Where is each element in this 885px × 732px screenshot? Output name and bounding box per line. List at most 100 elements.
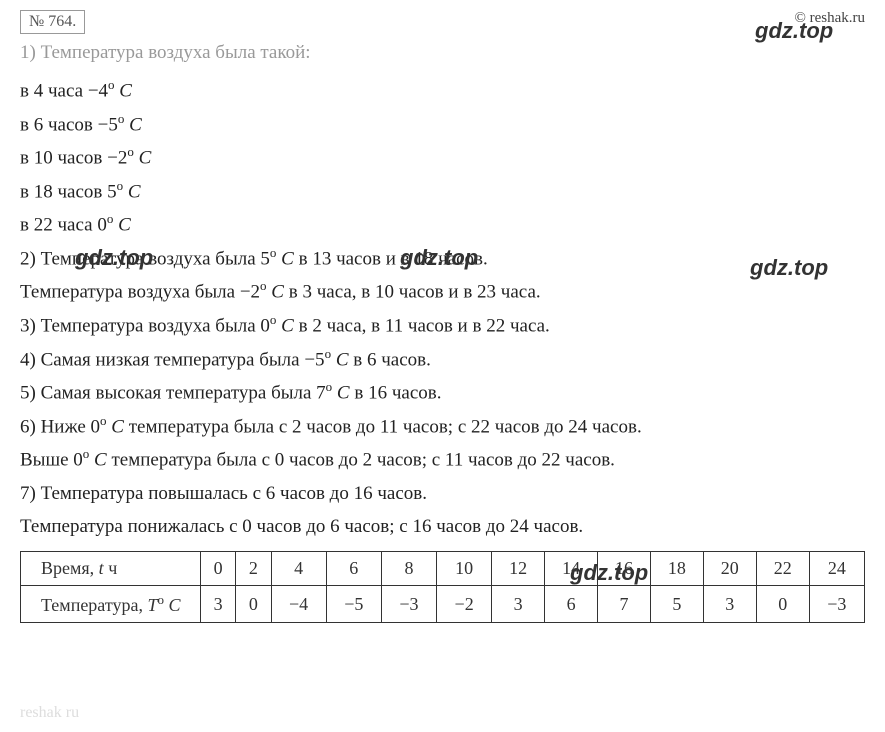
watermark: gdz.top <box>750 255 828 281</box>
table-cell: 24 <box>809 552 864 586</box>
table-row: Время, t ч 0 2 4 6 8 10 12 14 16 18 20 2… <box>21 552 865 586</box>
row-label: Температура, To C <box>21 586 201 623</box>
unit: C <box>337 383 350 404</box>
unit: C <box>281 315 294 336</box>
answer-tail: температура была с 0 часов до 2 часов; с… <box>107 450 615 471</box>
watermark: gdz.top <box>75 245 153 271</box>
degree-symbol: o <box>117 178 124 193</box>
answer-tail: в 16 часов. <box>350 383 442 404</box>
table-cell: 2 <box>236 552 271 586</box>
table-cell: 6 <box>545 586 598 623</box>
time-label: в 6 часов <box>20 114 93 135</box>
table-cell: 3 <box>492 586 545 623</box>
temp-value: 0 <box>97 215 107 236</box>
temp-line: в 10 часов −2o C <box>20 141 865 175</box>
table-cell: 3 <box>201 586 236 623</box>
answer-tail: в 2 часа, в 11 часов и в 22 часа. <box>294 315 550 336</box>
degree-symbol: o <box>326 379 333 394</box>
time-label: в 18 часов <box>20 181 102 202</box>
row-label: Время, t ч <box>21 552 201 586</box>
answer-tail: в 6 часов. <box>349 349 431 370</box>
degree-symbol: o <box>325 346 332 361</box>
answer-text: 3) Температура воздуха была 0 <box>20 315 270 336</box>
table-cell: 12 <box>492 552 545 586</box>
label-text: Температура, <box>41 595 147 615</box>
faded-watermark: reshak ru <box>20 704 79 722</box>
answer-tail: температура была с 2 часов до 11 часов; … <box>124 416 642 437</box>
time-label: в 22 часа <box>20 215 93 236</box>
temp-line: в 4 часа −4o C <box>20 74 865 108</box>
table-cell: 4 <box>271 552 326 586</box>
section-1-header: 1) Температура воздуха была такой: <box>20 42 865 64</box>
answer-2b: Температура воздуха была −2o C в 3 часа,… <box>20 275 865 309</box>
temp-line: в 6 часов −5o C <box>20 108 865 142</box>
table-cell: 5 <box>650 586 703 623</box>
watermark: gdz.top <box>400 245 478 271</box>
answer-text: 4) Самая низкая температура была −5 <box>20 349 325 370</box>
watermark: gdz.top <box>570 560 648 586</box>
table-cell: 20 <box>703 552 756 586</box>
unit: C <box>118 215 131 236</box>
table-cell: 6 <box>326 552 381 586</box>
table-cell: 3 <box>703 586 756 623</box>
temp-value: −5 <box>98 114 118 135</box>
unit: C <box>139 147 152 168</box>
degree-symbol: o <box>270 312 277 327</box>
degree-symbol: o <box>100 413 107 428</box>
unit: C <box>94 450 107 471</box>
answer-5: 5) Самая высокая температура была 7o C в… <box>20 376 865 410</box>
answer-text: 6) Ниже 0 <box>20 416 100 437</box>
unit: C <box>281 248 294 269</box>
time-label: в 4 часа <box>20 80 83 101</box>
unit: C <box>111 416 124 437</box>
unit: C <box>129 114 142 135</box>
answer-7a: 7) Температура повышалась с 6 часов до 1… <box>20 477 865 510</box>
time-label: в 10 часов <box>20 147 102 168</box>
table-cell: −4 <box>271 586 326 623</box>
answer-text: Выше 0 <box>20 450 83 471</box>
label-text: Время, <box>41 558 99 578</box>
answer-7b: Температура понижалась с 0 часов до 6 ча… <box>20 510 865 543</box>
table-cell: 18 <box>650 552 703 586</box>
table-cell: 7 <box>598 586 651 623</box>
table-cell: −3 <box>381 586 436 623</box>
table-cell: 0 <box>236 586 271 623</box>
answer-3: 3) Температура воздуха была 0o C в 2 час… <box>20 309 865 343</box>
answer-6a: 6) Ниже 0o C температура была с 2 часов … <box>20 410 865 444</box>
temperature-table: Время, t ч 0 2 4 6 8 10 12 14 16 18 20 2… <box>20 551 865 623</box>
answer-6b: Выше 0o C температура была с 0 часов до … <box>20 443 865 477</box>
temp-line: в 18 часов 5o C <box>20 175 865 209</box>
table-cell: 22 <box>756 552 809 586</box>
degree-symbol: o <box>270 245 277 260</box>
answer-4: 4) Самая низкая температура была −5o C в… <box>20 343 865 377</box>
unit-text: ч <box>104 558 118 578</box>
answer-text: Температура воздуха была −2 <box>20 282 260 303</box>
unit: C <box>128 181 141 202</box>
unit: C <box>336 349 349 370</box>
unit: C <box>119 80 132 101</box>
answer-tail: в 3 часа, в 10 часов и в 23 часа. <box>284 282 541 303</box>
temp-value: 5 <box>107 181 117 202</box>
degree-symbol: o <box>107 211 114 226</box>
problem-number: № 764. <box>20 10 85 34</box>
temp-value: −2 <box>107 147 127 168</box>
table-cell: 10 <box>437 552 492 586</box>
answer-text: 5) Самая высокая температура была 7 <box>20 383 326 404</box>
variable: T <box>147 595 157 615</box>
table-cell: 8 <box>381 552 436 586</box>
degree-symbol: o <box>118 111 125 126</box>
table-row: Температура, To C 3 0 −4 −5 −3 −2 3 6 7 … <box>21 586 865 623</box>
degree-symbol: o <box>83 446 90 461</box>
temp-line: в 22 часа 0o C <box>20 208 865 242</box>
table-cell: −5 <box>326 586 381 623</box>
watermark: gdz.top <box>755 18 833 44</box>
unit: C <box>271 282 284 303</box>
unit-text: C <box>164 595 181 615</box>
table-cell: 0 <box>756 586 809 623</box>
table-cell: −2 <box>437 586 492 623</box>
temp-value: −4 <box>88 80 108 101</box>
degree-symbol: o <box>108 77 115 92</box>
table-cell: −3 <box>809 586 864 623</box>
table-cell: 0 <box>201 552 236 586</box>
degree-symbol: o <box>260 278 267 293</box>
